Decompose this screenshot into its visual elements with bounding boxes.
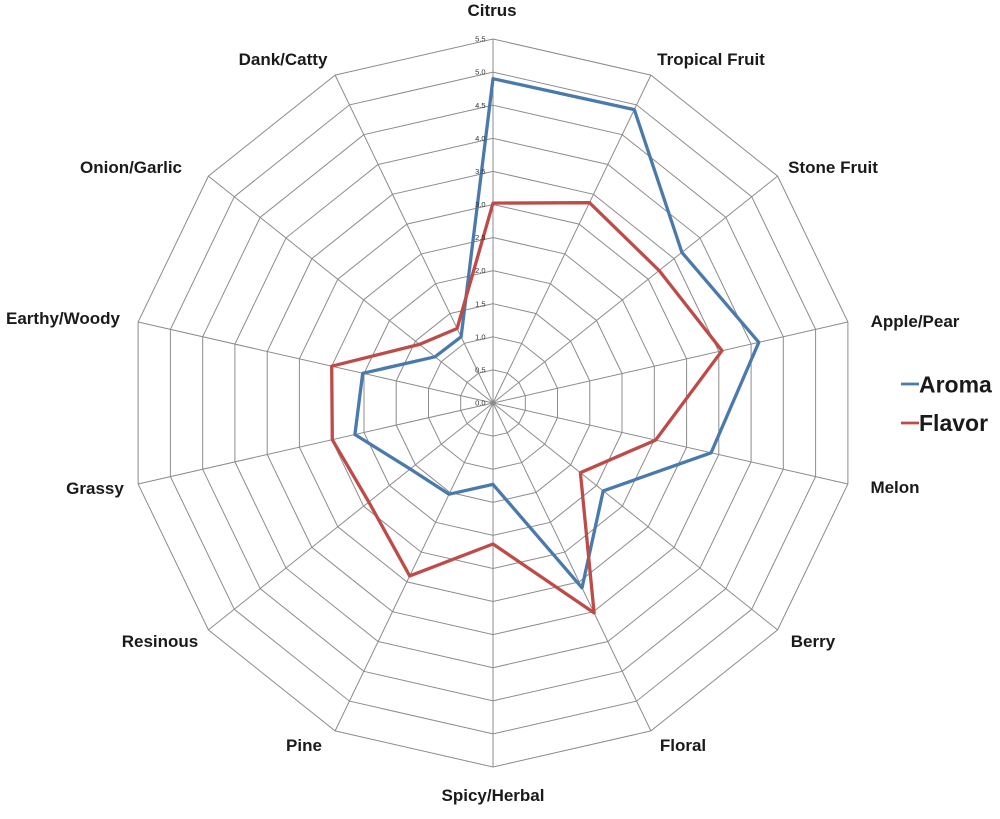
svg-text:5.5: 5.5 bbox=[475, 35, 485, 44]
svg-text:Spicy/Herbal: Spicy/Herbal bbox=[442, 786, 545, 805]
svg-text:0.5: 0.5 bbox=[475, 366, 485, 375]
svg-text:1.0: 1.0 bbox=[475, 332, 485, 341]
svg-text:Berry: Berry bbox=[791, 632, 836, 651]
svg-text:Citrus: Citrus bbox=[467, 1, 516, 20]
svg-text:Flavor: Flavor bbox=[919, 410, 988, 436]
svg-text:Pine: Pine bbox=[286, 736, 322, 755]
svg-text:Apple/Pear: Apple/Pear bbox=[871, 312, 960, 331]
svg-text:5.0: 5.0 bbox=[475, 68, 485, 77]
svg-text:Dank/Catty: Dank/Catty bbox=[239, 50, 328, 69]
svg-text:3.5: 3.5 bbox=[475, 167, 485, 176]
svg-text:Onion/Garlic: Onion/Garlic bbox=[80, 158, 182, 177]
svg-text:Resinous: Resinous bbox=[122, 632, 199, 651]
svg-text:Tropical Fruit: Tropical Fruit bbox=[657, 50, 765, 69]
svg-text:4.0: 4.0 bbox=[475, 134, 485, 143]
svg-text:2.0: 2.0 bbox=[475, 266, 485, 275]
svg-text:1.5: 1.5 bbox=[475, 299, 485, 308]
svg-text:Floral: Floral bbox=[660, 736, 706, 755]
svg-text:3.0: 3.0 bbox=[475, 200, 485, 209]
svg-text:0.0: 0.0 bbox=[475, 399, 485, 408]
svg-text:Grassy: Grassy bbox=[66, 479, 124, 498]
svg-text:Aroma: Aroma bbox=[919, 372, 992, 398]
svg-text:Stone Fruit: Stone Fruit bbox=[788, 158, 878, 177]
svg-text:4.5: 4.5 bbox=[475, 101, 485, 110]
svg-text:Melon: Melon bbox=[870, 478, 919, 497]
svg-text:Earthy/Woody: Earthy/Woody bbox=[6, 309, 121, 328]
svg-text:2.5: 2.5 bbox=[475, 233, 485, 242]
